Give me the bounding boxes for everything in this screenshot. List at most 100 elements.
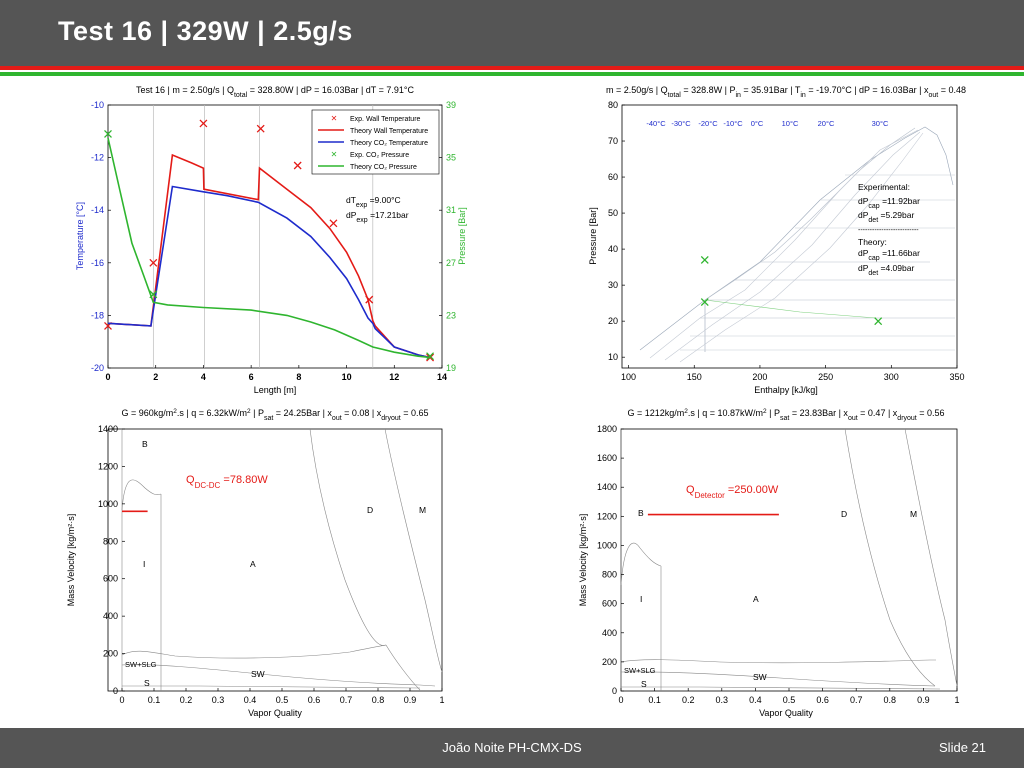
chart1-marker-0 <box>256 124 265 133</box>
svg-text:S: S <box>641 679 647 689</box>
svg-text:D: D <box>367 505 373 515</box>
chart1-ytick-left-label: -20 <box>91 363 104 373</box>
chart1-xtick-label: 2 <box>153 372 158 382</box>
legend-exp-co2-pressure: Exp. CO₂ Pressure <box>350 152 409 159</box>
svg-text:--------------------------: -------------------------- <box>858 227 919 234</box>
chart4-ytick-label: 0 <box>612 686 617 696</box>
isotherm-label: 10°C <box>782 119 799 128</box>
chart1-ylabel-right: Pressure [Bar] <box>457 207 467 265</box>
header-stripe-green <box>0 72 1024 76</box>
svg-text:B: B <box>638 508 644 518</box>
chart-flow-map-1: G = 960kg/m2.s | q = 6.32kW/m2 | Psat = … <box>66 408 445 719</box>
svg-text:A: A <box>753 594 759 604</box>
chart4-xtick-label: 0.4 <box>749 695 762 705</box>
chart3-title: G = 960kg/m2.s | q = 6.32kW/m2 | Psat = … <box>121 408 428 422</box>
legend-exp-wall-temp: Exp. Wall Temperature <box>350 116 421 123</box>
chart1-xtick-label: 14 <box>437 372 447 382</box>
chart1-xlabel: Length [m] <box>254 385 297 395</box>
chart3-plot-area <box>107 428 443 692</box>
chart3-xtick-label: 0.3 <box>212 695 225 705</box>
chart4-ytick-label: 1400 <box>597 482 617 492</box>
svg-text:I: I <box>640 594 642 604</box>
svg-text:SW+SLG: SW+SLG <box>125 660 157 669</box>
chart1-marker-0 <box>293 161 302 170</box>
chart1-xtick-label: 12 <box>389 372 399 382</box>
chart4-ytick-label: 1000 <box>597 540 617 550</box>
chart3-xlabel: Vapor Quality <box>248 708 302 718</box>
chart3-ytick-label: 600 <box>103 574 118 584</box>
chart4-xtick-label: 0.8 <box>884 695 897 705</box>
chart3-ylabel: Mass Velocity [kg/m²·s] <box>66 514 76 607</box>
chart2-ytick-label: 60 <box>608 172 618 182</box>
chart4-ytick-label: 1800 <box>597 424 617 434</box>
chart1-legend: ✕ Exp. Wall Temperature Theory Wall Temp… <box>311 109 440 175</box>
chart4-xtick-label: 0.5 <box>783 695 796 705</box>
chart3-ytick-label: 1200 <box>98 461 118 471</box>
svg-text:B: B <box>142 439 148 449</box>
chart1-series-line-2 <box>107 185 431 359</box>
chart1-marker-3 <box>104 129 112 138</box>
charts-canvas: Test 16 | m = 2.50g/s | Qtotal = 328.80W… <box>66 85 966 719</box>
chart2-xtick-label: 350 <box>949 372 964 382</box>
chart3-xtick-label: 0 <box>119 695 124 705</box>
svg-text:S: S <box>144 678 150 688</box>
svg-text:Theory:: Theory: <box>858 237 887 247</box>
chart1-ytick-right-label: 39 <box>446 100 456 110</box>
chart4-ytick-label: 600 <box>602 599 617 609</box>
chart1-xtick-label: 10 <box>342 372 352 382</box>
chart2-marker-0 <box>700 298 709 307</box>
chart4-ytick-label: 400 <box>602 628 617 638</box>
chart1-ytick-right-label: 27 <box>446 258 456 268</box>
chart1-marker-0 <box>329 219 338 228</box>
chart4-title: G = 1212kg/m2.s | q = 10.87kW/m2 | Psat … <box>627 408 944 422</box>
chart3-xtick-label: 0.5 <box>276 695 289 705</box>
chart4-ylabel: Mass Velocity [kg/m²·s] <box>578 514 588 607</box>
chart2-ytick-label: 30 <box>608 280 618 290</box>
chart1-series-line-4 <box>107 137 431 359</box>
chart3-ytick-label: 800 <box>103 536 118 546</box>
chart2-plot-area <box>621 104 958 369</box>
chart1-ytick-left-label: -14 <box>91 205 104 215</box>
svg-text:D: D <box>841 509 847 519</box>
svg-text:✕: ✕ <box>331 114 338 123</box>
chart2-ytick-label: 20 <box>608 316 618 326</box>
chart2-xtick-label: 300 <box>884 372 899 382</box>
chart3-ytick-label: 200 <box>103 649 118 659</box>
svg-text:SW: SW <box>753 672 767 682</box>
chart4-ytick-label: 200 <box>602 657 617 667</box>
chart4-xtick-label: 0.6 <box>816 695 829 705</box>
chart2-xtick-label: 150 <box>687 372 702 382</box>
chart1-ytick-right-label: 31 <box>446 205 456 215</box>
chart3-xtick-label: 0.7 <box>340 695 353 705</box>
chart4-xtick-label: 0 <box>618 695 623 705</box>
slide-header: Test 16 | 329W | 2.5g/s <box>0 0 1024 66</box>
chart3-xtick-label: 1 <box>439 695 444 705</box>
isotherm-label: 20°C <box>818 119 835 128</box>
chart1-ytick-right-label: 19 <box>446 363 456 373</box>
flowmap2-q-label: QDetector =250.00W <box>686 484 779 500</box>
chart4-xtick-label: 0.2 <box>682 695 695 705</box>
chart3-xtick-label: 0.2 <box>180 695 193 705</box>
chart-temperature-pressure: Test 16 | m = 2.50g/s | Qtotal = 328.80W… <box>75 85 467 395</box>
chart1-xtick-label: 0 <box>105 372 110 382</box>
chart4-xtick-label: 0.7 <box>850 695 863 705</box>
chart1-ytick-left-label: -18 <box>91 310 104 320</box>
svg-text:M: M <box>419 505 426 515</box>
chart2-ytick-label: 10 <box>608 352 618 362</box>
svg-text:dPdet =5.29bar: dPdet =5.29bar <box>858 210 914 224</box>
chart2-dp-annotations: Experimental: dPcap =11.92bar dPdet =5.2… <box>858 182 920 277</box>
footer-slide-number: Slide 21 <box>939 740 986 755</box>
svg-text:A: A <box>250 559 256 569</box>
chart2-ytick-label: 50 <box>608 208 618 218</box>
svg-text:M: M <box>910 509 917 519</box>
chart3-ytick-label: 1000 <box>98 499 118 509</box>
isotherm-label: 0°C <box>751 119 764 128</box>
chart4-ytick-label: 1200 <box>597 511 617 521</box>
chart1-ytick-left-label: -12 <box>91 153 104 163</box>
slide-footer: João Noite PH-CMX-DS Slide 21 <box>0 728 1024 768</box>
chart3-xtick-label: 0.8 <box>372 695 385 705</box>
chart3-xtick-label: 0.1 <box>148 695 161 705</box>
chart1-xtick-label: 6 <box>249 372 254 382</box>
slide-title: Test 16 | 329W | 2.5g/s <box>58 16 353 46</box>
chart3-xtick-label: 0.9 <box>404 695 417 705</box>
